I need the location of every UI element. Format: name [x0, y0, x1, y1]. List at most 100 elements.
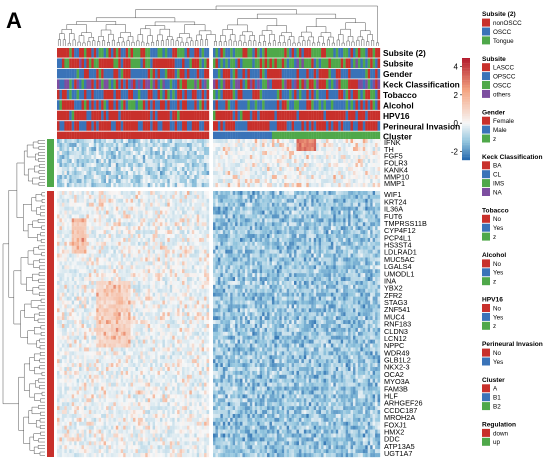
heatmap-cell	[232, 191, 236, 196]
heatmap-cell	[64, 183, 67, 188]
dendrogram-branch	[167, 36, 173, 40]
heatmap-cell	[157, 226, 161, 231]
heatmap-cell	[182, 202, 185, 207]
heatmap-cell	[225, 249, 228, 254]
annotation-cell	[91, 58, 94, 69]
heatmap-cell	[237, 202, 241, 207]
heatmap-cell	[152, 210, 156, 215]
annotation-cell	[137, 100, 141, 110]
heatmap-cell	[194, 237, 197, 242]
annotation-cell	[191, 68, 195, 79]
dendrogram-branch	[179, 33, 190, 38]
dendrogram-branch	[338, 34, 344, 44]
heatmap-cell	[328, 159, 332, 164]
annotation-cell	[298, 79, 302, 89]
annotation-cell	[328, 110, 332, 121]
heatmap-cell	[357, 147, 361, 152]
heatmap-cell	[106, 206, 109, 211]
heatmap-cell	[240, 214, 243, 219]
heatmap-cell	[66, 206, 70, 211]
annotation-cell	[186, 110, 190, 121]
heatmap-cell	[325, 155, 329, 160]
heatmap-cell	[59, 151, 63, 156]
annotation-cell	[269, 89, 273, 100]
heatmap-cell	[271, 214, 275, 219]
heatmap-cell	[338, 143, 341, 148]
heatmap-cell	[152, 143, 156, 148]
heatmap-cell	[262, 241, 265, 246]
heatmap-cell	[333, 139, 336, 144]
heatmap-cell	[217, 249, 221, 254]
heatmap-cell	[254, 147, 258, 152]
heatmap-cell	[301, 191, 305, 196]
heatmap-cell	[91, 179, 94, 184]
heatmap-cell	[286, 183, 290, 188]
dendrogram-branch	[33, 433, 41, 441]
heatmap-cell	[189, 206, 192, 211]
heatmap-cell	[227, 249, 231, 254]
heatmap-cell	[257, 226, 260, 231]
annotation-cell	[286, 100, 290, 110]
dendrogram-branch	[176, 37, 183, 43]
heatmap-cell	[204, 183, 207, 188]
heatmap-cell	[115, 249, 119, 254]
heatmap-cell	[118, 191, 121, 196]
heatmap-cell	[142, 151, 146, 156]
heatmap-cell	[367, 226, 371, 231]
heatmap-cell	[71, 230, 75, 235]
dendrogram-branch	[165, 39, 169, 46]
heatmap-cell	[279, 159, 282, 164]
heatmap-cell	[279, 179, 282, 184]
heatmap-cell	[66, 202, 70, 207]
heatmap-cell	[372, 155, 376, 160]
dendrogram-branch	[18, 376, 25, 431]
heatmap-cell	[130, 194, 134, 199]
heatmap-cell	[182, 245, 185, 250]
annotation-cell	[225, 58, 228, 69]
annotation-cell	[343, 68, 346, 79]
heatmap-cell	[227, 151, 231, 156]
heatmap-cell	[130, 175, 134, 180]
heatmap-cell	[167, 218, 170, 223]
heatmap-cell	[217, 167, 221, 172]
annotation-cell	[365, 89, 368, 100]
heatmap-cell	[360, 230, 363, 235]
annotation-cell	[76, 79, 80, 89]
annotation-cell	[355, 68, 359, 79]
dendrogram-branch	[40, 332, 45, 336]
heatmap-cell	[350, 234, 354, 239]
heatmap-cell	[81, 183, 85, 188]
annotation-cell	[135, 48, 139, 58]
heatmap-cell	[182, 171, 185, 176]
annotation-cell	[135, 79, 139, 89]
heatmap-cell	[313, 151, 317, 156]
heatmap-cell	[191, 198, 195, 203]
heatmap-cell	[340, 191, 344, 196]
heatmap-cell	[335, 245, 339, 250]
annotation-cell	[96, 48, 99, 58]
heatmap-cell	[79, 218, 82, 223]
annotation-cell	[164, 110, 168, 121]
heatmap-cell	[184, 167, 188, 172]
heatmap-cell	[262, 230, 265, 235]
annotation-cell	[348, 79, 351, 89]
heatmap-cell	[367, 155, 371, 160]
heatmap-cell	[345, 143, 349, 148]
heatmap-cell	[232, 198, 236, 203]
heatmap-cell	[115, 183, 119, 188]
annotation-cell	[147, 110, 151, 121]
heatmap-cell	[235, 230, 238, 235]
annotation-cell	[215, 110, 219, 121]
annotation-cell	[281, 110, 285, 121]
heatmap-cell	[259, 210, 263, 215]
heatmap-cell	[279, 143, 282, 148]
heatmap-cell	[108, 179, 112, 184]
heatmap-cell	[321, 171, 324, 176]
heatmap-cell	[343, 218, 346, 223]
heatmap-cell	[252, 214, 255, 219]
heatmap-cell	[133, 245, 136, 250]
heatmap-cell	[333, 202, 336, 207]
annotation-cell	[204, 68, 207, 79]
annotation-cell	[311, 131, 314, 142]
heatmap-cell	[360, 159, 363, 164]
